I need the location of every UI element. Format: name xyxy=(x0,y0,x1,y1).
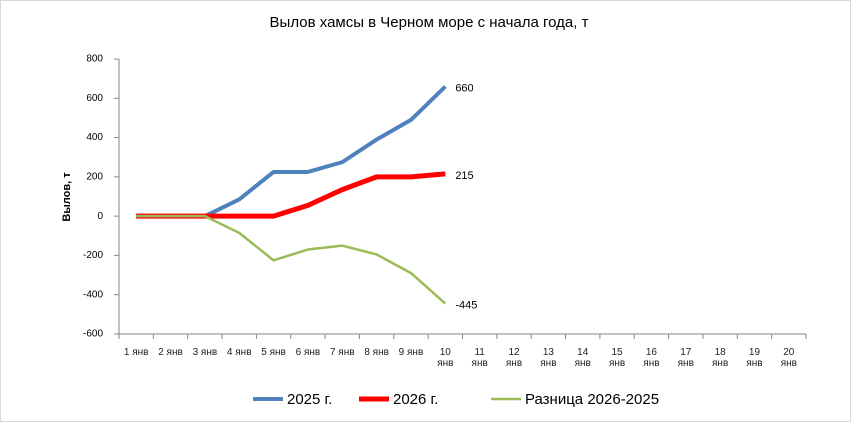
y-tick-label: -400 xyxy=(83,289,103,300)
x-tick-label: 5 янв xyxy=(261,347,286,358)
x-tick-label: 16 янв xyxy=(643,347,660,369)
legend-label: 2026 г. xyxy=(393,391,438,408)
chart-title: Вылов хамсы в Черном море с начала года,… xyxy=(270,14,589,31)
x-tick-label: 3 янв xyxy=(192,347,218,358)
x-tick-label: 17 янв xyxy=(677,347,694,369)
x-tick-label: 12 янв xyxy=(505,347,523,369)
y-axis-label: Вылов, т xyxy=(61,172,73,222)
x-tick-label: 18 янв xyxy=(712,347,729,369)
x-tick-label: 6 янв xyxy=(295,347,321,358)
series-line xyxy=(136,214,447,305)
y-tick-label: -200 xyxy=(83,250,103,261)
x-tick-label: 13 янв xyxy=(540,347,557,369)
y-tick-label: 200 xyxy=(86,171,103,182)
data-label: 660 xyxy=(455,82,473,94)
legend-label: Разница 2026-2025 xyxy=(525,391,659,408)
series-line xyxy=(136,171,446,219)
x-tick-label: 4 янв xyxy=(226,347,252,358)
x-tick-label: 11 янв xyxy=(471,347,488,369)
x-tick-label: 15 янв xyxy=(608,347,626,369)
x-tick-label: 10 янв xyxy=(437,347,454,369)
x-tick-label: 2 янв xyxy=(158,347,183,358)
x-tick-label: 8 янв xyxy=(364,347,389,358)
y-tick-label: 0 xyxy=(97,211,103,222)
x-tick-label: 1 янв xyxy=(123,347,149,358)
x-tick-label: 14 янв xyxy=(574,347,591,369)
y-tick-label: 800 xyxy=(86,54,103,65)
x-tick-label: 19 янв xyxy=(746,347,763,369)
legend-label: 2025 г. xyxy=(287,391,332,408)
data-label: -445 xyxy=(455,299,477,311)
x-tick-label: 9 янв xyxy=(398,347,424,358)
x-tick-label: 20 янв xyxy=(780,347,797,369)
data-label: 215 xyxy=(455,170,473,182)
y-tick-label: 600 xyxy=(86,93,103,104)
series-line xyxy=(136,85,447,219)
y-tick-label: 400 xyxy=(86,132,103,143)
y-tick-label: -600 xyxy=(83,329,103,340)
x-tick-label: 7 янв xyxy=(329,347,355,358)
